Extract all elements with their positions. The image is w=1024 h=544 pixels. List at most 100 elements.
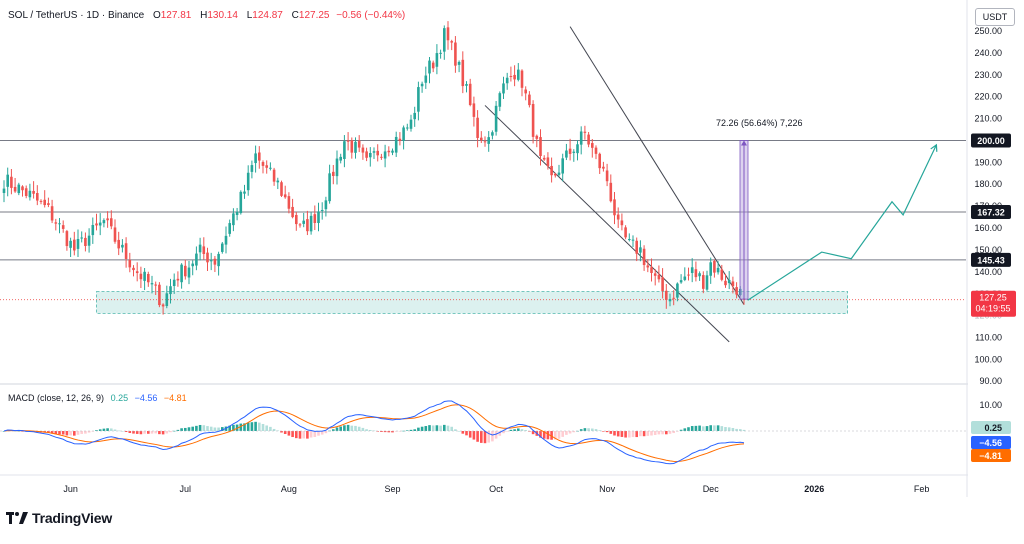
candle-body [24, 188, 28, 196]
candle-body [228, 223, 231, 234]
candle-body [616, 214, 620, 220]
macd-histogram-bar [624, 431, 627, 438]
time-tick-label: Dec [703, 484, 720, 494]
support-zone [96, 291, 848, 314]
candle-body [324, 200, 328, 210]
macd-histogram-bar [369, 429, 372, 431]
candle-body [154, 284, 157, 286]
high-value: 130.14 [207, 10, 238, 21]
macd-histogram-bar [332, 429, 335, 431]
candle-body [139, 273, 143, 280]
channel-upper-line [569, 26, 745, 305]
candle-body [202, 246, 206, 255]
candle-body [602, 166, 605, 169]
macd-histogram-bar [402, 430, 405, 432]
candle-body [61, 225, 65, 229]
candle-body [365, 151, 368, 158]
macd-histogram-bar [568, 431, 572, 434]
candle-body [676, 283, 679, 298]
candle-body [657, 274, 661, 280]
candle-body [646, 265, 650, 268]
candle-body [283, 194, 287, 198]
macd-histogram-bar [642, 431, 646, 437]
macd-histogram-bar [579, 429, 583, 431]
macd-histogram-bar [724, 427, 727, 431]
macd-histogram-bar [561, 431, 564, 437]
candle-body [87, 235, 91, 246]
macd-histogram-bar [513, 429, 516, 431]
macd-histogram-bar [639, 431, 642, 437]
low-label: L [246, 10, 253, 21]
candle-body [428, 60, 431, 74]
candle-body [642, 248, 646, 266]
macd-histogram-bar [106, 428, 109, 431]
candle-body [417, 87, 420, 112]
candle-body [184, 265, 187, 277]
macd-histogram-bar [269, 426, 272, 431]
macd-histogram-bar [87, 431, 91, 433]
macd-histogram-bar [583, 428, 587, 431]
candle-body [491, 132, 494, 136]
price-tick-label: 190.00 [974, 157, 1002, 167]
currency-unit-button[interactable]: USDT [975, 8, 1015, 26]
macd-value-tag [971, 449, 1011, 462]
macd-histogram-bar [365, 429, 368, 431]
candle-body [672, 297, 675, 299]
candle-body [165, 293, 169, 307]
candle-body [731, 281, 735, 287]
candle-body [398, 138, 402, 141]
candle-body [720, 269, 724, 280]
macd-histogram-bar [465, 431, 468, 436]
macd-histogram-bar [65, 431, 69, 436]
time-tick-label: Oct [489, 484, 504, 494]
macd-value-label: 0.25 [984, 423, 1002, 433]
macd-histogram-bar [343, 425, 346, 431]
candle-body [176, 278, 180, 281]
macd-histogram-bar [228, 425, 231, 431]
tradingview-logo[interactable]: TradingView [6, 510, 112, 526]
candle-body [58, 223, 61, 225]
candle-body [335, 158, 339, 177]
macd-histogram-bar [609, 431, 613, 434]
macd-histogram-bar [505, 431, 509, 432]
candle-body [317, 211, 320, 224]
macd-histogram-bar [613, 431, 616, 436]
price-tick-label: 140.00 [974, 267, 1002, 277]
candle-body [487, 137, 490, 144]
candle-body [143, 271, 146, 281]
candle-body [531, 103, 535, 137]
macd-histogram-bar [195, 425, 198, 431]
candle-body [261, 162, 265, 166]
macd-histogram-bar [265, 425, 268, 431]
macd-histogram-bar [139, 431, 143, 435]
level-price-tag [971, 133, 1011, 148]
candle-body [191, 263, 194, 267]
time-tick-label: Aug [281, 484, 297, 494]
candle-body [343, 141, 346, 159]
macd-histogram-bar [605, 431, 609, 433]
candle-body [313, 214, 317, 224]
level-price-tag [971, 252, 1011, 267]
macd-histogram-bar [272, 428, 276, 431]
macd-histogram-bar [287, 431, 291, 436]
macd-histogram-bar [417, 427, 420, 431]
macd-histogram-bar [668, 431, 672, 434]
macd-histogram-bar [95, 430, 98, 431]
candle-body [709, 262, 712, 276]
macd-histogram-bar [143, 431, 146, 434]
candle-body [583, 131, 587, 133]
macd-histogram-bar [391, 431, 394, 433]
candle-body [424, 75, 428, 83]
candle-body [609, 182, 613, 202]
macd-histogram-bar [409, 429, 413, 431]
macd-histogram-bar [387, 431, 391, 433]
candle-body [132, 267, 135, 271]
candle-body [509, 75, 513, 77]
macd-histogram-bar [58, 431, 61, 435]
candle-body [161, 304, 165, 307]
macd-histogram-bar [598, 430, 601, 431]
candle-body [269, 167, 272, 169]
candle-body [624, 227, 627, 238]
macd-value-tag [971, 421, 1011, 434]
